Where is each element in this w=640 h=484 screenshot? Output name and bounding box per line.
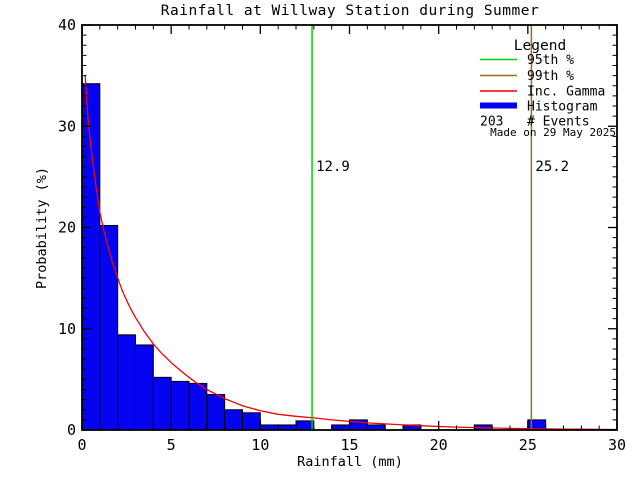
legend-heading: Legend (514, 38, 566, 54)
x-tick-label: 0 (77, 436, 86, 454)
histogram-bar (188, 382, 208, 431)
histogram-bar (224, 409, 243, 431)
histogram-bar (206, 394, 226, 431)
histogram-bar (170, 380, 190, 431)
legend-item-gamma: Inc. Gamma (527, 85, 605, 100)
y-axis-label: Probability (%) (34, 167, 50, 289)
x-tick-label: 15 (340, 436, 358, 454)
legend: Legend 95th % 99th % Inc. Gamma Histogra… (480, 38, 605, 130)
percentile-lines (311, 25, 533, 430)
y-tick-label: 40 (58, 16, 76, 34)
histogram-bar (117, 334, 136, 431)
legend-item-99th: 99th % (527, 69, 574, 84)
histogram-bar (81, 83, 101, 431)
y-tick-label: 10 (58, 320, 76, 338)
y-tick-label: 30 (58, 117, 76, 135)
y-tick-label: 20 (58, 219, 76, 237)
histogram-bar (152, 376, 172, 431)
legend-histogram-bar-swatch (480, 102, 517, 109)
x-axis-label: Rainfall (mm) (297, 454, 403, 470)
percentile-99-value-label: 25.2 (535, 159, 569, 175)
legend-item-histogram: Histogram (527, 100, 598, 115)
x-tick-label: 10 (251, 436, 269, 454)
x-tick-label: 30 (608, 436, 626, 454)
chart-title: Rainfall at Willway Station during Summe… (161, 3, 539, 19)
watermark: Made on 29 May 2025 (490, 126, 616, 139)
x-tick-label: 25 (519, 436, 537, 454)
x-tick-label: 5 (167, 436, 176, 454)
legend-item-events: # Events (527, 115, 590, 130)
histogram-bar (295, 420, 315, 431)
gamma-curve (84, 75, 618, 431)
percentile-95-value-label: 12.9 (316, 159, 350, 175)
legend-item-95th: 95th % (527, 53, 574, 68)
gamma-curve-layer (84, 75, 618, 431)
axis-tick-labels: 0 5 10 15 20 25 30 0 10 20 30 40 (58, 16, 626, 454)
histogram-bar (135, 344, 154, 431)
histogram-bars (81, 83, 547, 431)
x-tick-label: 20 (430, 436, 448, 454)
plot-frame (81, 24, 618, 431)
legend-events-count: 203 (480, 115, 503, 130)
y-tick-label: 0 (67, 421, 76, 439)
histogram-bar (242, 412, 261, 431)
histogram-bar (99, 224, 119, 431)
